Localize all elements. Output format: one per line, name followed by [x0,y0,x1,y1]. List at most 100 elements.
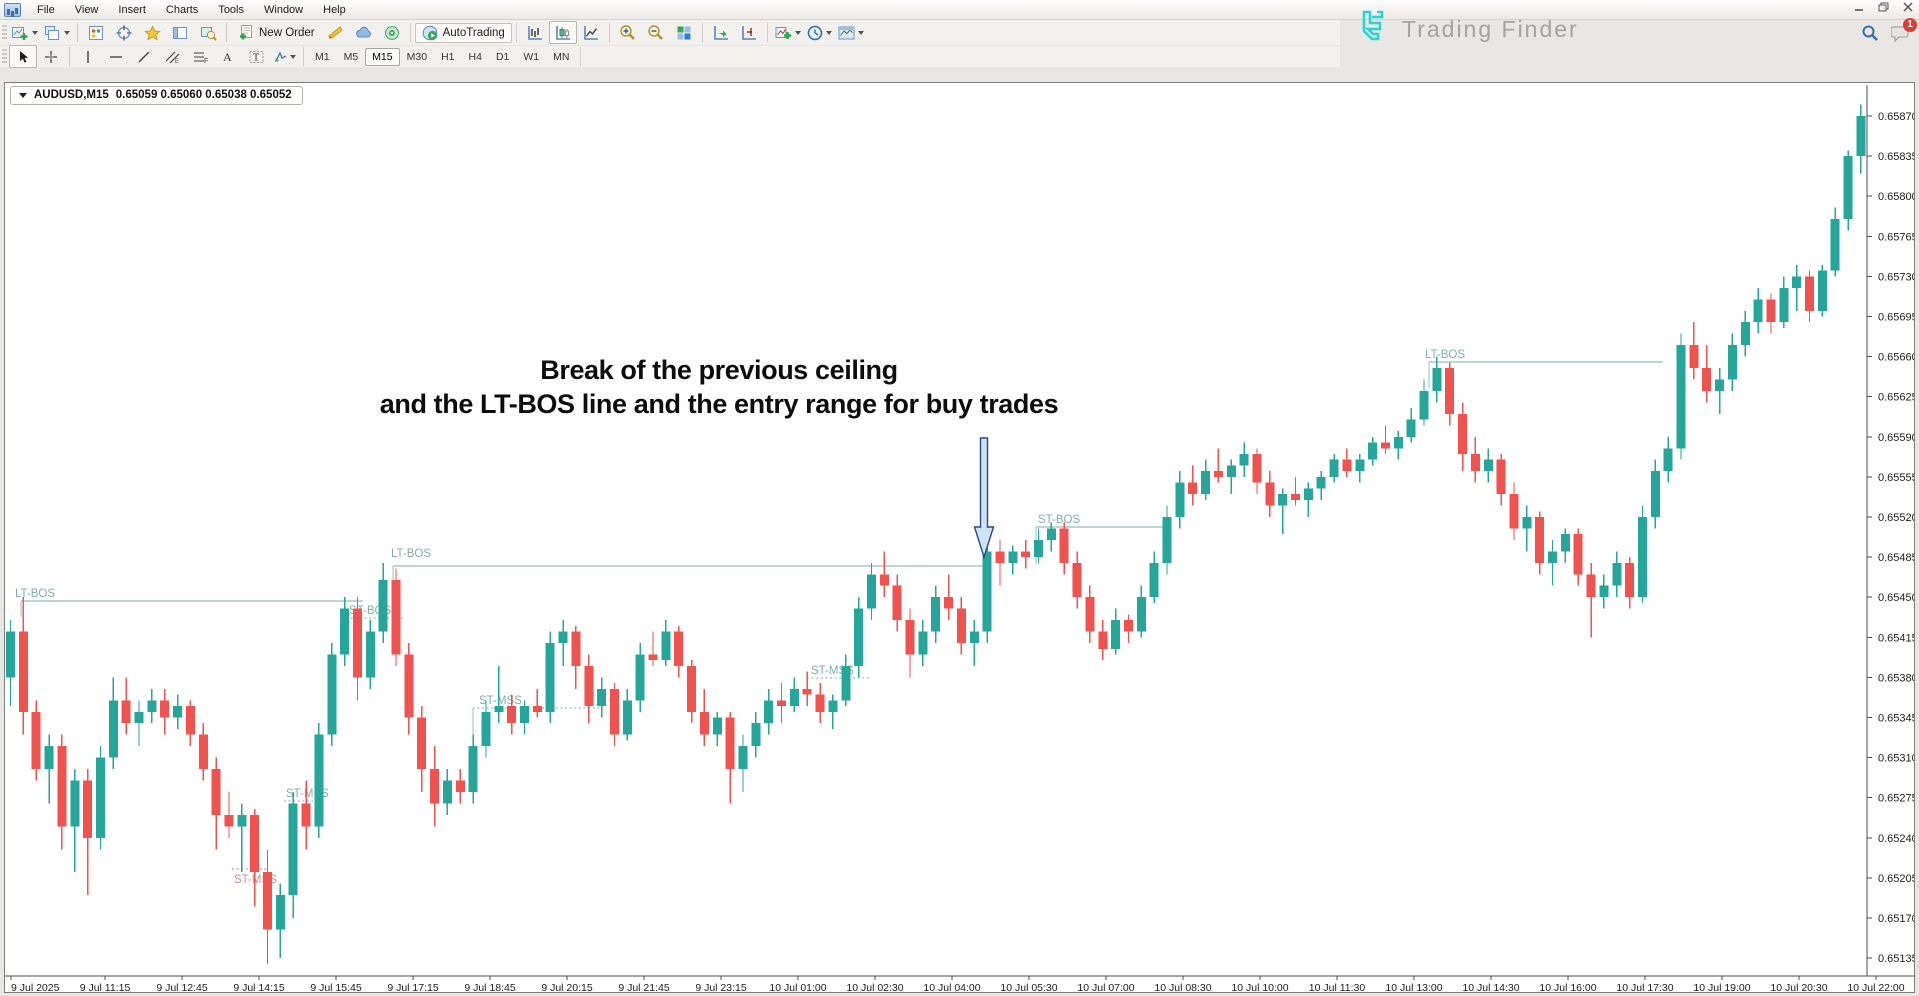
fibonacci-tool[interactable]: F [186,45,214,68]
trendline-tool[interactable] [130,45,158,68]
trading-finder-logo: Trading Finder [1358,9,1579,49]
chart-shift-button[interactable] [735,21,763,44]
indicators-button[interactable] [772,21,804,44]
svg-text:10 Jul 07:00: 10 Jul 07:00 [1077,982,1134,992]
timeframe-h1[interactable]: H1 [441,50,455,63]
chart-text-annotation: Break of the previous ceiling and the LT… [239,353,1199,421]
menu-help[interactable]: Help [323,3,346,16]
restore-button[interactable] [1878,2,1889,12]
menu-insert[interactable]: Insert [118,3,146,16]
menu-file[interactable]: File [37,3,55,16]
metaquotes-cloud-button[interactable] [350,21,378,44]
menu-window[interactable]: Window [264,3,304,16]
timeframe-d1[interactable]: D1 [495,50,510,63]
chart-window[interactable]: LT-BOS ST-BOS LT-BOS ST-MSS ST-MSS ST-MSS ST-M… [4,82,1915,993]
svg-text:0.65695: 0.65695 [1878,311,1914,323]
annotation-line-1: Break of the previous ceiling [540,355,898,385]
menu-tools[interactable]: Tools [218,3,244,16]
search-icon[interactable] [1861,24,1879,47]
terminal-button[interactable] [166,21,194,44]
arrows-tool[interactable] [270,45,299,68]
breakout-arrow [973,437,995,560]
vertical-line-tool[interactable] [74,45,102,68]
svg-text:10 Jul 22:00: 10 Jul 22:00 [1847,982,1904,992]
profiles-button[interactable] [41,21,73,44]
svg-text:0.65800: 0.65800 [1878,191,1914,203]
text-label-tool[interactable]: T [242,45,270,68]
strategy-tester-button[interactable] [194,21,222,44]
svg-text:10 Jul 08:30: 10 Jul 08:30 [1154,982,1211,992]
svg-text:10 Jul 16:00: 10 Jul 16:00 [1539,982,1596,992]
menu-charts[interactable]: Charts [165,3,199,16]
svg-text:0.65415: 0.65415 [1878,632,1914,644]
chart-symbol-box[interactable]: AUDUSD,M15 0.65059 0.65060 0.65038 0.650… [10,86,303,105]
new-order-label: New Order [259,26,315,39]
tile-windows-button[interactable] [670,21,698,44]
svg-text:0.65485: 0.65485 [1878,552,1914,564]
svg-text:0.65205: 0.65205 [1878,873,1914,885]
periods-button[interactable] [804,21,835,44]
market-watch-button[interactable] [82,21,110,44]
timeframe-m1[interactable]: M1 [315,50,330,63]
timeframe-m5[interactable]: M5 [343,50,359,63]
new-order-button[interactable]: New Order [231,22,322,43]
close-button[interactable] [1903,2,1913,12]
svg-text:9 Jul 15:45: 9 Jul 15:45 [310,982,362,992]
svg-text:LT-BOS: LT-BOS [1425,349,1465,361]
chevron-down-icon [290,54,296,59]
svg-text:ST-BOS: ST-BOS [1038,514,1081,526]
svg-text:T: T [253,52,259,63]
chevron-down-icon [825,30,832,35]
new-chart-button[interactable] [9,21,41,44]
chart-quotes: 0.65059 0.65060 0.65038 0.65052 [115,89,292,101]
metaeditor-button[interactable] [322,21,350,44]
horizontal-line-tool[interactable] [102,45,130,68]
svg-text:0.65555: 0.65555 [1878,472,1914,484]
chevron-down-icon [32,30,38,35]
autotrading-button[interactable]: AutoTrading [414,22,512,43]
chevron-down-icon [857,30,864,35]
zoom-in-button[interactable] [614,21,642,44]
svg-text:0.65380: 0.65380 [1878,672,1914,684]
timeframe-w1[interactable]: W1 [523,50,540,63]
equidistant-channel-tool[interactable]: E [158,45,186,68]
svg-text:0.65590: 0.65590 [1878,432,1914,444]
svg-text:LT-BOS: LT-BOS [15,588,55,600]
notifications-icon[interactable]: 1 [1890,17,1917,47]
svg-text:0.65660: 0.65660 [1878,352,1914,364]
svg-text:9 Jul 18:45: 9 Jul 18:45 [464,982,516,992]
timeframe-h4[interactable]: H4 [468,50,482,63]
autotrading-icon [422,25,437,40]
menu-view[interactable]: View [74,3,99,16]
timeframe-m15[interactable]: M15 [365,47,400,66]
svg-text:0.65135: 0.65135 [1878,953,1914,965]
svg-text:0.65240: 0.65240 [1878,833,1914,845]
templates-button[interactable] [835,21,867,44]
cursor-tool[interactable] [9,45,37,68]
text-tool[interactable]: A [214,45,242,68]
svg-text:A: A [223,50,232,63]
auto-scroll-button[interactable] [707,21,735,44]
line-chart-mode-button[interactable] [577,21,605,44]
svg-text:10 Jul 19:00: 10 Jul 19:00 [1693,982,1750,992]
svg-text:10 Jul 04:00: 10 Jul 04:00 [923,982,980,992]
toolbar-drag-handle[interactable] [2,24,7,41]
zoom-out-button[interactable] [642,21,670,44]
svg-text:10 Jul 05:30: 10 Jul 05:30 [1000,982,1057,992]
toolbar-drag-handle[interactable] [2,48,7,65]
candlestick-chart[interactable]: LT-BOSST-BOSLT-BOSST-MSSST-MSSST-MSSST-M… [5,83,1914,992]
standard-toolbar: New Order AutoTrading [0,20,1340,45]
candlestick-mode-button[interactable] [548,21,577,44]
navigator-button[interactable] [138,21,166,44]
timeframe-mn[interactable]: MN [553,50,570,63]
data-window-button[interactable] [110,21,138,44]
timeframe-m30[interactable]: M30 [406,50,428,63]
community-button[interactable] [378,21,406,44]
svg-text:10 Jul 02:30: 10 Jul 02:30 [846,982,903,992]
minimize-button[interactable] [1854,2,1864,12]
svg-text:0.65625: 0.65625 [1878,392,1914,404]
collapse-triangle-icon[interactable] [19,92,27,98]
crosshair-tool[interactable] [37,45,65,68]
bar-chart-mode-button[interactable] [521,21,549,44]
